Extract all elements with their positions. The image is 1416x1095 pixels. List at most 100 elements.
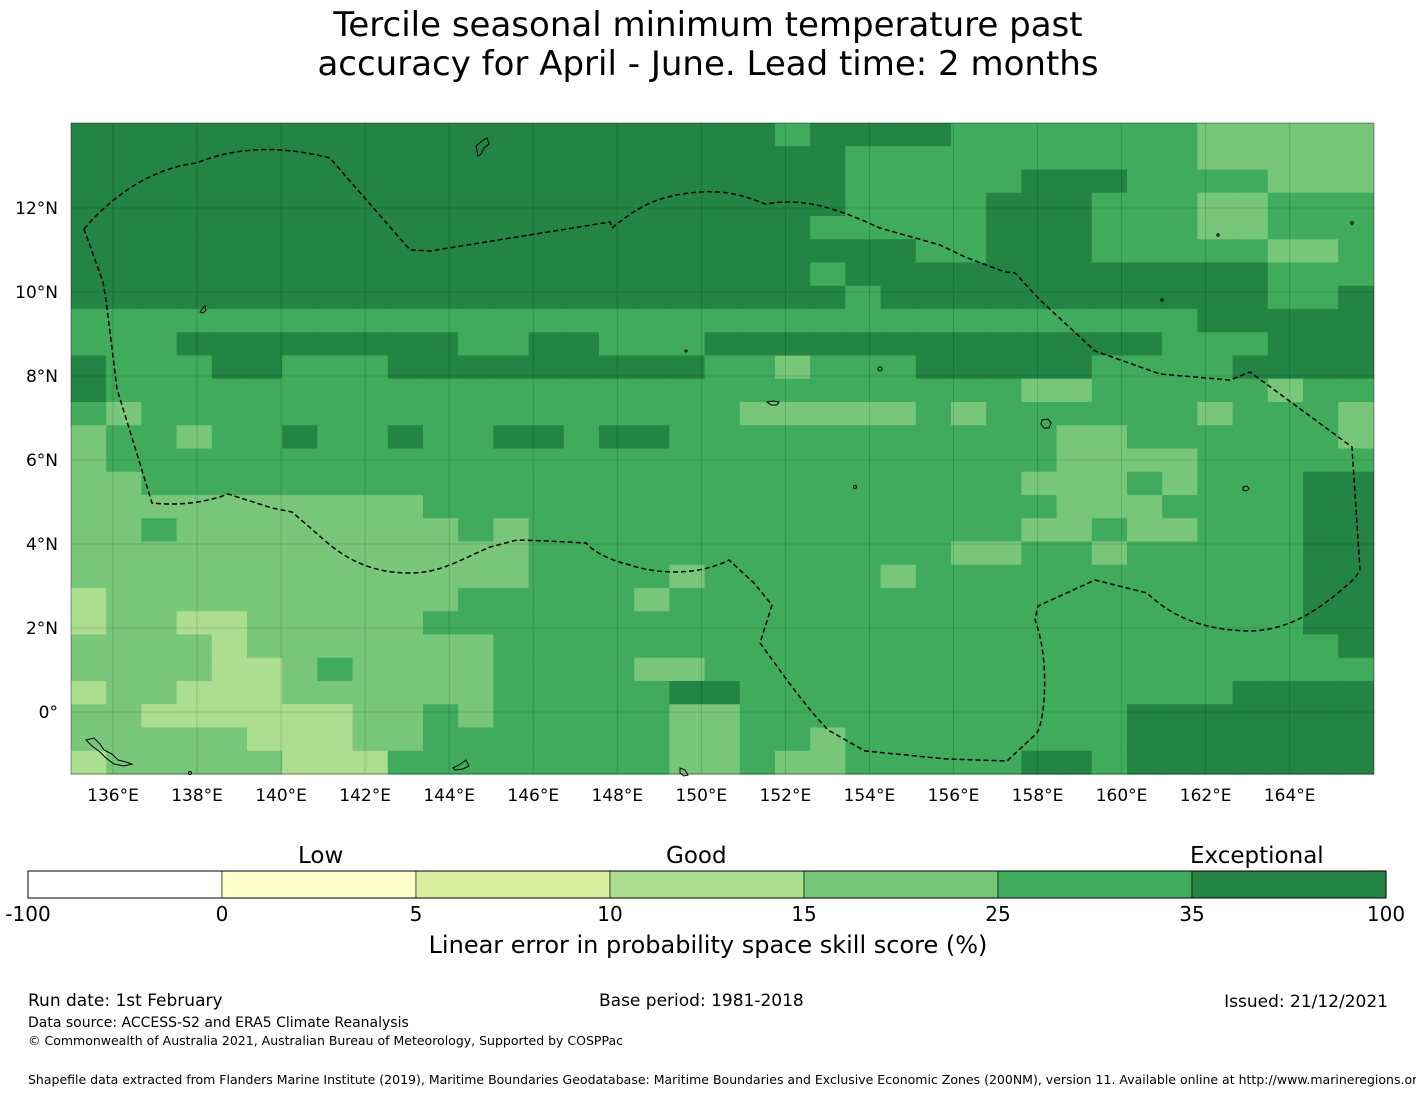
grid-cell bbox=[141, 634, 178, 659]
grid-cell bbox=[1091, 448, 1128, 473]
grid-cell bbox=[387, 541, 424, 566]
grid-cell bbox=[458, 192, 494, 217]
grid-cell bbox=[247, 518, 283, 543]
grid-cell bbox=[1021, 564, 1058, 589]
grid-cell bbox=[141, 518, 178, 543]
grid-cell bbox=[1021, 216, 1058, 240]
grid-cell bbox=[352, 332, 389, 357]
grid-cell bbox=[1197, 239, 1234, 264]
grid-cell bbox=[739, 285, 776, 310]
grid-cell bbox=[71, 681, 107, 705]
grid-cell bbox=[1091, 239, 1128, 264]
grid-cell bbox=[810, 495, 846, 519]
grid-cell bbox=[563, 123, 600, 147]
grid-cell bbox=[493, 192, 530, 217]
colorbar-swatch bbox=[221, 870, 417, 899]
grid-cell bbox=[634, 704, 670, 729]
grid-cell bbox=[352, 588, 389, 612]
grid-cell bbox=[634, 448, 670, 473]
grid-cell bbox=[528, 123, 565, 147]
grid-cell bbox=[880, 309, 917, 333]
grid-cell bbox=[986, 309, 1022, 333]
shapefile-credit: Shapefile data extracted from Flanders M… bbox=[28, 1072, 1416, 1087]
grid-cell bbox=[1197, 750, 1234, 775]
grid-cell bbox=[1338, 239, 1374, 264]
grid-cell bbox=[669, 402, 706, 426]
grid-cell bbox=[986, 123, 1022, 147]
grid-cell bbox=[106, 332, 142, 357]
grid-cell bbox=[493, 588, 530, 612]
grid-cell bbox=[951, 611, 987, 636]
grid-cell bbox=[387, 332, 424, 357]
grid-cell bbox=[247, 332, 283, 357]
grid-cell bbox=[1338, 123, 1374, 147]
grid-cell bbox=[1056, 332, 1093, 357]
grid-cell bbox=[176, 425, 213, 450]
grid-cell bbox=[1303, 169, 1339, 194]
grid-cell bbox=[599, 727, 635, 752]
grid-cell bbox=[775, 332, 811, 357]
grid-cell bbox=[211, 750, 248, 775]
grid-cell bbox=[1162, 657, 1198, 682]
grid-cell bbox=[1162, 448, 1198, 473]
grid-cell bbox=[71, 285, 107, 310]
grid-cell bbox=[1338, 704, 1374, 729]
grid-cell bbox=[915, 471, 952, 496]
colorbar bbox=[27, 870, 1387, 899]
grid-cell bbox=[458, 425, 494, 450]
grid-cell bbox=[634, 425, 670, 450]
grid-cell bbox=[1267, 448, 1304, 473]
grid-cell bbox=[1091, 216, 1128, 240]
run-date: Run date: 1st February bbox=[28, 991, 223, 1011]
grid-cell bbox=[387, 262, 424, 287]
grid-cell bbox=[704, 541, 741, 566]
grid-cell bbox=[704, 750, 741, 775]
grid-cell bbox=[1056, 681, 1093, 705]
grid-cell bbox=[352, 634, 389, 659]
grid-cell bbox=[775, 285, 811, 310]
grid-cell bbox=[1091, 657, 1128, 682]
grid-cell bbox=[282, 123, 318, 147]
grid-cell bbox=[1303, 332, 1339, 357]
grid-cell bbox=[599, 355, 635, 380]
grid-cell bbox=[775, 123, 811, 147]
lon-label: 158°E bbox=[1012, 786, 1064, 806]
grid-cell bbox=[599, 192, 635, 217]
grid-cell bbox=[1162, 123, 1198, 147]
grid-cell bbox=[1338, 169, 1374, 194]
grid-cell bbox=[282, 448, 318, 473]
grid-cell bbox=[1303, 750, 1339, 775]
grid-cell bbox=[810, 425, 846, 450]
grid-cell bbox=[1197, 262, 1234, 287]
grid-cell bbox=[528, 588, 565, 612]
grid-cell bbox=[1267, 657, 1304, 682]
grid-cell bbox=[71, 657, 107, 682]
grid-cell bbox=[775, 378, 811, 403]
grid-cell bbox=[387, 704, 424, 729]
grid-cell bbox=[669, 518, 706, 543]
grid-cell bbox=[71, 471, 107, 496]
grid-cell bbox=[775, 216, 811, 240]
grid-cell bbox=[704, 402, 741, 426]
grid-cell bbox=[141, 332, 178, 357]
grid-cell bbox=[634, 216, 670, 240]
grid-cell bbox=[739, 588, 776, 612]
grid-cell bbox=[1303, 309, 1339, 333]
grid-cell bbox=[1162, 355, 1198, 380]
grid-cell bbox=[247, 169, 283, 194]
grid-cell bbox=[493, 378, 530, 403]
grid-cell bbox=[845, 704, 882, 729]
grid-cell bbox=[1267, 495, 1304, 519]
grid-cell bbox=[141, 611, 178, 636]
grid-cell bbox=[704, 471, 741, 496]
grid-cell bbox=[1162, 541, 1198, 566]
grid-cell bbox=[634, 402, 670, 426]
grid-cell bbox=[1127, 704, 1163, 729]
grid-cell bbox=[563, 727, 600, 752]
grid-cell bbox=[563, 704, 600, 729]
grid-cell bbox=[458, 727, 494, 752]
grid-cell bbox=[106, 518, 142, 543]
grid-cell bbox=[211, 332, 248, 357]
grid-cell bbox=[1021, 704, 1058, 729]
grid-cell bbox=[106, 588, 142, 612]
